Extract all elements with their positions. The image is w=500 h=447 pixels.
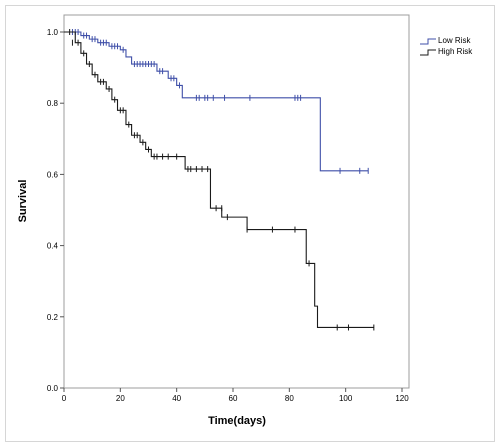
y-tick-label-1: 0.2 [47,313,59,322]
x-tick-label-60: 60 [229,394,238,403]
x-tick-label-0: 0 [62,394,67,403]
series-1-curve [64,31,374,329]
x-tick-label-100: 100 [339,394,353,403]
series-layer [64,29,375,331]
x-tick-label-80: 80 [285,394,294,403]
x-tick-label-20: 20 [116,394,125,403]
x-tick-label-40: 40 [172,394,181,403]
y-axis-label: Survival [17,180,29,223]
y-tick-label-0: 0.0 [47,384,59,393]
legend-item-1: High Risk [420,47,473,56]
legend-label-0: Low Risk [438,36,471,45]
legend-item-0: Low Risk [420,36,471,45]
x-tick-label-120: 120 [395,394,409,403]
series-1 [64,29,375,331]
plot-area-frame [63,14,410,389]
outer-frame [5,5,495,442]
axes-group: 0 20 40 60 80 100 120 0.0 0.2 0.4 0.6 0.8 1.0 [47,28,409,403]
y-tick-label-4: 0.8 [47,99,59,108]
y-tick-label-5: 1.0 [47,28,59,37]
legend: Low Risk High Risk [420,36,473,56]
y-tick-label-3: 0.6 [47,170,59,179]
series-0-curve [64,31,369,172]
legend-swatch-0 [420,38,436,45]
legend-swatch-1 [420,49,436,56]
series-0 [64,29,369,174]
legend-label-1: High Risk [438,47,473,56]
y-tick-label-2: 0.4 [47,242,59,251]
x-axis-label: Time(days) [208,415,266,427]
